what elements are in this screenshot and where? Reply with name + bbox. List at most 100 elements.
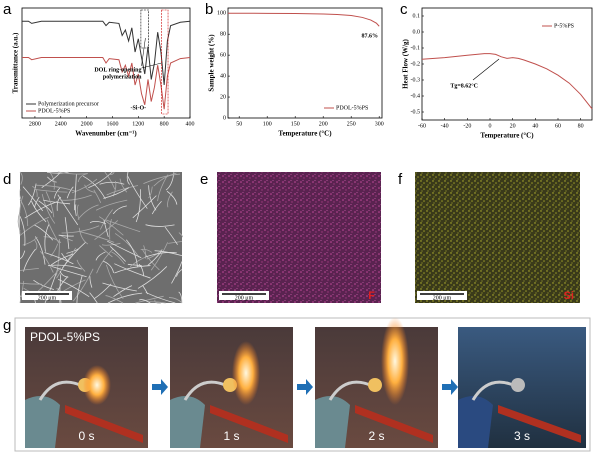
y-tick-label: 20	[220, 94, 226, 100]
y-tick-label: 0.1	[413, 13, 421, 19]
fiber	[58, 279, 90, 298]
fiber	[19, 250, 26, 259]
x-tick-label: 40	[532, 123, 538, 129]
holder	[183, 380, 226, 401]
x-tick-label: 300	[375, 121, 384, 127]
fiber	[57, 171, 88, 175]
fiber	[153, 172, 177, 187]
fiber	[35, 236, 46, 265]
y-tick-label: 80	[220, 32, 226, 38]
fiber	[166, 190, 178, 205]
fiber	[164, 226, 178, 245]
x-tick-label: 2400	[55, 121, 67, 127]
si-map	[415, 172, 580, 303]
fiber	[99, 209, 113, 230]
fiber	[19, 171, 23, 185]
fiber	[57, 194, 79, 226]
fiber	[61, 252, 69, 262]
fiber	[41, 193, 56, 224]
fiber	[171, 261, 183, 284]
fiber	[114, 263, 151, 279]
fiber	[95, 251, 106, 261]
fiber	[104, 171, 116, 190]
fiber	[89, 220, 107, 224]
fiber	[96, 249, 114, 274]
fiber	[18, 195, 24, 235]
annotation: 87.6%	[362, 34, 379, 40]
fiber	[51, 266, 87, 278]
y-tick-label: -0.3	[411, 77, 421, 83]
fiber	[114, 233, 140, 258]
x-tick-label: 20	[510, 123, 516, 129]
fiber	[36, 184, 76, 192]
series-line	[22, 20, 191, 86]
fiber	[125, 239, 138, 267]
panel-frame	[14, 317, 591, 452]
flame	[232, 341, 260, 405]
annotation: -Si-O-	[130, 105, 146, 111]
fiber	[108, 171, 115, 175]
y-tick-label: 0.0	[413, 29, 421, 35]
x-tick-label: 200	[319, 121, 328, 127]
fiber	[61, 225, 100, 234]
sample-label: PDOL-5%PS	[30, 330, 100, 344]
fiber	[19, 268, 39, 271]
x-tick-label: 100	[263, 121, 272, 127]
fiber	[93, 189, 102, 203]
fiber	[76, 275, 83, 304]
legend-label: PDOL-5%PS	[38, 108, 70, 114]
panel-label: g	[3, 317, 11, 334]
fiber	[59, 234, 73, 242]
fiber	[54, 187, 61, 199]
panel-label: f	[398, 171, 403, 188]
x-tick-label: 60	[555, 123, 561, 129]
y-axis-label: Sample weight (%)	[208, 34, 216, 92]
panel-label: a	[3, 1, 12, 18]
fiber	[59, 270, 69, 278]
fiber	[135, 295, 164, 304]
fiber	[106, 185, 139, 196]
legend-label: Polymerization precursor	[38, 101, 99, 107]
fiber	[88, 171, 113, 189]
legend-label: PDOL-5%PS	[336, 105, 368, 111]
fiber	[135, 189, 141, 223]
annotation: DOL ring-opening	[94, 67, 141, 73]
fiber	[143, 173, 181, 184]
time-label: 1 s	[223, 429, 239, 443]
fiber	[101, 242, 121, 246]
fiber	[145, 292, 176, 304]
fiber	[31, 200, 47, 223]
fiber	[154, 299, 162, 304]
fiber	[105, 219, 141, 233]
fiber	[50, 253, 74, 266]
fiber	[126, 171, 130, 185]
x-tick-label: 1200	[132, 121, 144, 127]
fiber	[168, 297, 183, 304]
fiber	[143, 245, 147, 259]
series-line	[228, 12, 380, 27]
glove	[315, 396, 350, 448]
time-label: 2 s	[368, 429, 384, 443]
fiber	[105, 295, 124, 304]
arrow	[141, 37, 146, 67]
fiber	[84, 184, 96, 193]
fiber	[148, 186, 153, 199]
fiber	[35, 189, 68, 193]
fiber	[34, 196, 40, 208]
step-arrow	[297, 379, 313, 395]
fiber	[102, 282, 137, 292]
x-tick-label: -60	[418, 123, 426, 129]
fiber	[47, 264, 82, 270]
element-label: F	[368, 290, 375, 302]
x-tick-label: -40	[441, 123, 449, 129]
fiber	[41, 171, 62, 188]
fiber	[66, 186, 74, 199]
fiber	[22, 186, 44, 212]
glove	[458, 396, 493, 448]
fiber	[107, 292, 143, 304]
plot-frame	[227, 7, 383, 119]
y-tick-label: -0.1	[411, 45, 421, 51]
x-tick-label: 80	[578, 123, 584, 129]
fiber	[19, 216, 26, 246]
fiber	[89, 292, 98, 304]
